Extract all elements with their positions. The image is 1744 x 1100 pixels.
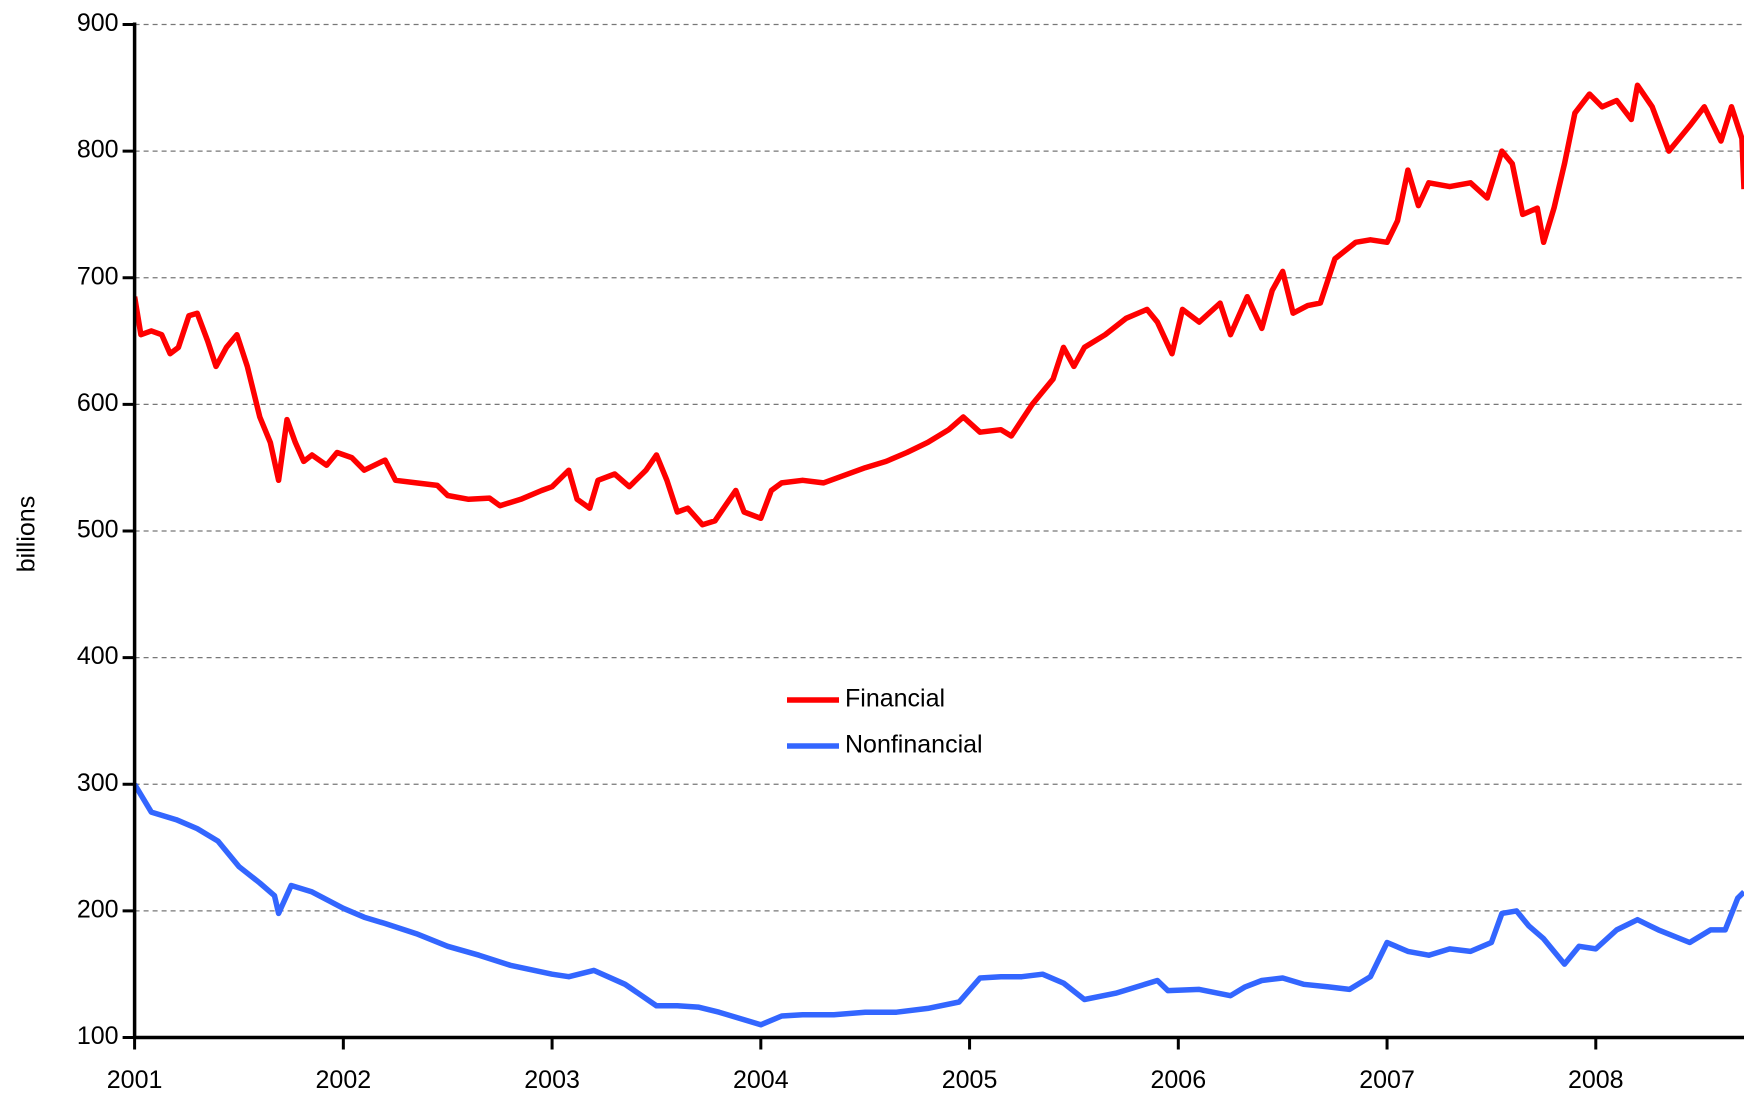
x-tick-label: 2006 <box>1150 1066 1206 1094</box>
y-axis-label: billions <box>13 496 41 572</box>
x-tick-label: 2001 <box>107 1066 163 1094</box>
y-tick-label: 300 <box>77 769 119 797</box>
plot-area <box>134 82 1744 1028</box>
data-line <box>134 782 1744 1028</box>
x-tick-label: 2007 <box>1359 1066 1415 1094</box>
x-tick-label: 2002 <box>316 1066 372 1094</box>
x-tick-label: 2005 <box>942 1066 998 1094</box>
y-tick-label: 700 <box>77 262 119 290</box>
x-tick-label: 2004 <box>733 1066 789 1094</box>
y-tick-label: 800 <box>77 136 119 164</box>
y-tick-label: 600 <box>77 389 119 417</box>
legend-label: Financial <box>845 685 945 713</box>
y-tick-label: 900 <box>77 9 119 37</box>
y-tick-label: 200 <box>77 895 119 923</box>
y-tick-label: 400 <box>77 642 119 670</box>
x-tick-label: 2003 <box>524 1066 580 1094</box>
data-line <box>134 82 1744 528</box>
y-tick-label: 100 <box>77 1022 119 1050</box>
legend-label: Nonfinancial <box>845 731 983 759</box>
x-tick-label: 2008 <box>1568 1066 1624 1094</box>
y-tick-label: 500 <box>77 516 119 544</box>
